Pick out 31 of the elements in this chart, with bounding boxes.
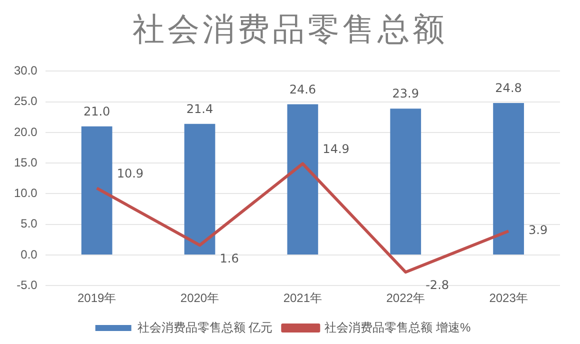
y-tick-label: 0.0 (20, 247, 38, 262)
data-label: -2.8 (426, 278, 450, 292)
data-label: 23.9 (392, 86, 419, 101)
y-tick-label: 20.0 (14, 124, 38, 139)
data-label: 21.4 (186, 102, 214, 116)
y-tick-label: 25.0 (14, 94, 38, 108)
legend-label: 社会消费品零售总额 亿元 (137, 320, 273, 334)
legend-label: 社会消费品零售总额 增速% (324, 320, 471, 334)
data-label: 21.0 (83, 104, 110, 118)
y-tick-label: -5.0 (16, 278, 38, 292)
bar (493, 103, 524, 254)
y-tick-label: 15.0 (14, 155, 38, 170)
x-tick-label: 2019年 (77, 291, 116, 306)
x-tick-label: 2022年 (386, 291, 425, 306)
bar (287, 104, 318, 254)
bar (184, 124, 216, 254)
data-label: 24.6 (289, 82, 316, 96)
chart-title: 社会消费品零售总额 (132, 10, 448, 49)
y-tick-label: 5.0 (20, 216, 38, 231)
y-tick-label: 10.0 (14, 186, 38, 200)
x-tick-label: 2020年 (180, 291, 220, 306)
data-label: 24.8 (495, 81, 522, 96)
y-tick-label: 30.0 (14, 64, 38, 78)
x-tick-label: 2021年 (283, 291, 322, 306)
bar (81, 126, 112, 254)
data-label: 10.9 (116, 166, 144, 180)
x-tick-label: 2023年 (489, 291, 528, 306)
data-label: 3.9 (528, 223, 548, 238)
data-label: 14.9 (322, 142, 350, 156)
data-label: 1.6 (220, 251, 239, 266)
bar (390, 108, 422, 254)
